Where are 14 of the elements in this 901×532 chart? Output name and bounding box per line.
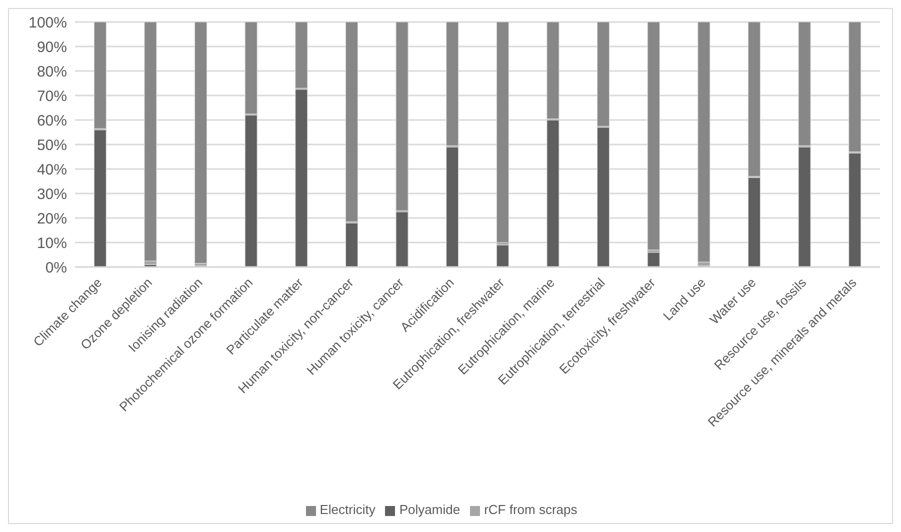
y-tick-label: 100%	[28, 14, 67, 32]
y-tick-label: 60%	[36, 112, 67, 130]
y-tick-label: 0%	[45, 259, 67, 276]
y-tick-label: 30%	[36, 186, 67, 203]
y-tick-label: 70%	[36, 88, 67, 105]
y-tick-label: 40%	[36, 161, 67, 178]
legend-label: Electricity	[320, 502, 376, 517]
y-tick-label: 20%	[36, 210, 67, 228]
y-tick-label: 50%	[36, 136, 67, 154]
y-tick-label: 80%	[36, 63, 67, 80]
legend-label: rCF from scraps	[484, 502, 578, 517]
y-tick-label: 90%	[36, 38, 67, 56]
y-tick-label: 10%	[36, 234, 67, 252]
legend-label: Polyamide	[399, 502, 460, 517]
